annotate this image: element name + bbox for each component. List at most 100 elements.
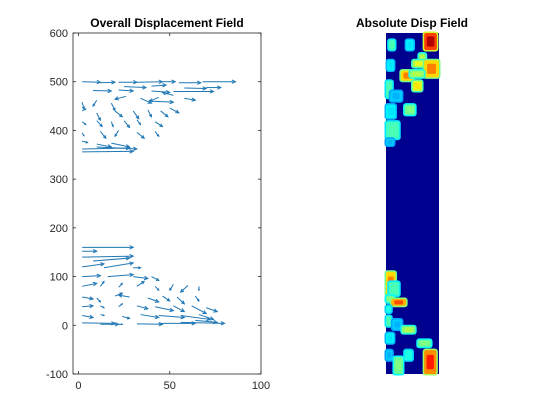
quiver-arrow (202, 79, 237, 84)
quiver-arrow (191, 305, 208, 315)
heatmap-axes: Absolute Disp Field (356, 16, 468, 376)
quiver-arrow (151, 276, 160, 282)
heatmap-blob (422, 348, 438, 376)
quiver-arrow (93, 88, 113, 94)
quiver-arrow (107, 272, 135, 278)
quiver-ticks: 0 50 100 -100 0 100 200 300 400 500 600 (46, 28, 270, 392)
quiver-arrow (136, 280, 146, 287)
quiver-arrow (82, 303, 95, 309)
heatmap-blob (384, 103, 398, 120)
x-tick-label: 50 (164, 380, 176, 392)
quiver-arrow (100, 305, 106, 309)
heatmap-chart-title: Absolute Disp Field (356, 16, 468, 30)
quiver-arrow (93, 256, 131, 262)
quiver-arrow (99, 280, 105, 287)
quiver-arrow (123, 120, 131, 129)
quiver-arrow (136, 131, 146, 139)
quiver-arrow (114, 130, 120, 138)
quiver-arrow (147, 297, 160, 303)
heatmap-blob (404, 38, 416, 52)
heatmap-blob (416, 338, 433, 349)
quiver-arrow (110, 121, 114, 128)
quiver-arrow (96, 120, 103, 128)
quiver-arrow (133, 266, 142, 270)
quiver-arrow (147, 109, 153, 118)
heatmap-blob (392, 355, 405, 376)
y-tick-label: 200 (50, 223, 68, 235)
heatmap-blob (403, 348, 414, 362)
quiver-arrow (155, 306, 175, 313)
quiver-arrow (82, 314, 95, 320)
quiver-arrow (81, 132, 85, 137)
heatmap-blob (400, 324, 417, 335)
heatmap-blob (387, 280, 401, 298)
quiver-arrow (100, 80, 117, 85)
quiver-axes-box (72, 32, 262, 375)
quiver-arrow (154, 121, 164, 128)
heatmap-blob (389, 297, 408, 308)
quiver-arrow (82, 249, 98, 254)
quiver-arrow (96, 112, 101, 122)
quiver-chart-title: Overall Displacement Field (90, 16, 243, 30)
quiver-arrow (194, 295, 200, 302)
quiver-arrow (160, 110, 169, 118)
quiver-arrow (103, 261, 135, 269)
quiver-arrow (184, 97, 197, 102)
heatmap-blob (411, 79, 424, 93)
quiver-arrow (169, 107, 180, 114)
quiver-arrow (114, 110, 124, 118)
x-tick-label: 100 (252, 380, 270, 392)
heatmap-blob (384, 331, 396, 345)
quiver-arrow (100, 314, 106, 317)
y-tick-label: 100 (50, 272, 68, 284)
quiver-arrow (82, 273, 102, 278)
quiver-arrow (162, 295, 171, 302)
quiver-arrow (81, 121, 87, 126)
quiver-arrow (118, 323, 124, 326)
y-tick-label: 400 (50, 125, 68, 137)
quiver-arrow (195, 319, 219, 325)
quiver-arrow (92, 99, 98, 108)
y-tick-label: 300 (50, 174, 68, 186)
heatmap-blob (403, 103, 417, 117)
quiver-arrow (81, 102, 85, 111)
y-tick-label: 0 (62, 320, 68, 332)
quiver-arrow (132, 110, 140, 120)
quiver-arrow (151, 83, 168, 88)
heatmap-blob (385, 58, 396, 73)
quiver-arrow (110, 102, 116, 112)
quiver-arrow (206, 307, 219, 313)
quiver-arrow (151, 99, 175, 105)
quiver-arrow (81, 108, 87, 112)
quiver-arrow (184, 86, 208, 91)
heatmap-blob (384, 304, 393, 315)
quiver-axes: Overall Displacement Field 0 50 100 -100 0 10… (46, 16, 270, 392)
heatmap-blob (408, 69, 426, 79)
quiver-arrow (82, 253, 135, 259)
quiver-arrow (96, 297, 102, 303)
quiver-arrow (154, 285, 160, 292)
quiver-arrow (160, 79, 177, 84)
quiver-arrow (154, 131, 160, 138)
quiver-arrow (113, 95, 127, 101)
heatmap-blob (384, 314, 393, 328)
quiver-arrow (118, 88, 135, 93)
heatmap-blob (390, 317, 404, 332)
quiver-arrow (133, 275, 149, 281)
quiver-arrow (176, 296, 186, 305)
heatmap-blob (384, 120, 401, 141)
quiver-arrow (82, 262, 106, 268)
quiver-arrow (140, 314, 160, 320)
heatmap-blob (422, 58, 441, 79)
quiver-arrow (82, 296, 95, 301)
quiver-arrow (118, 282, 124, 288)
y-tick-label: -100 (46, 369, 68, 381)
y-tick-label: 600 (50, 28, 68, 40)
heatmap-blob (387, 38, 397, 52)
quiver-arrow (82, 149, 135, 154)
quiver-arrow (82, 245, 135, 250)
quiver-arrow (206, 85, 222, 90)
quiver-arrow (124, 85, 148, 90)
y-tick-label: 500 (50, 77, 68, 89)
